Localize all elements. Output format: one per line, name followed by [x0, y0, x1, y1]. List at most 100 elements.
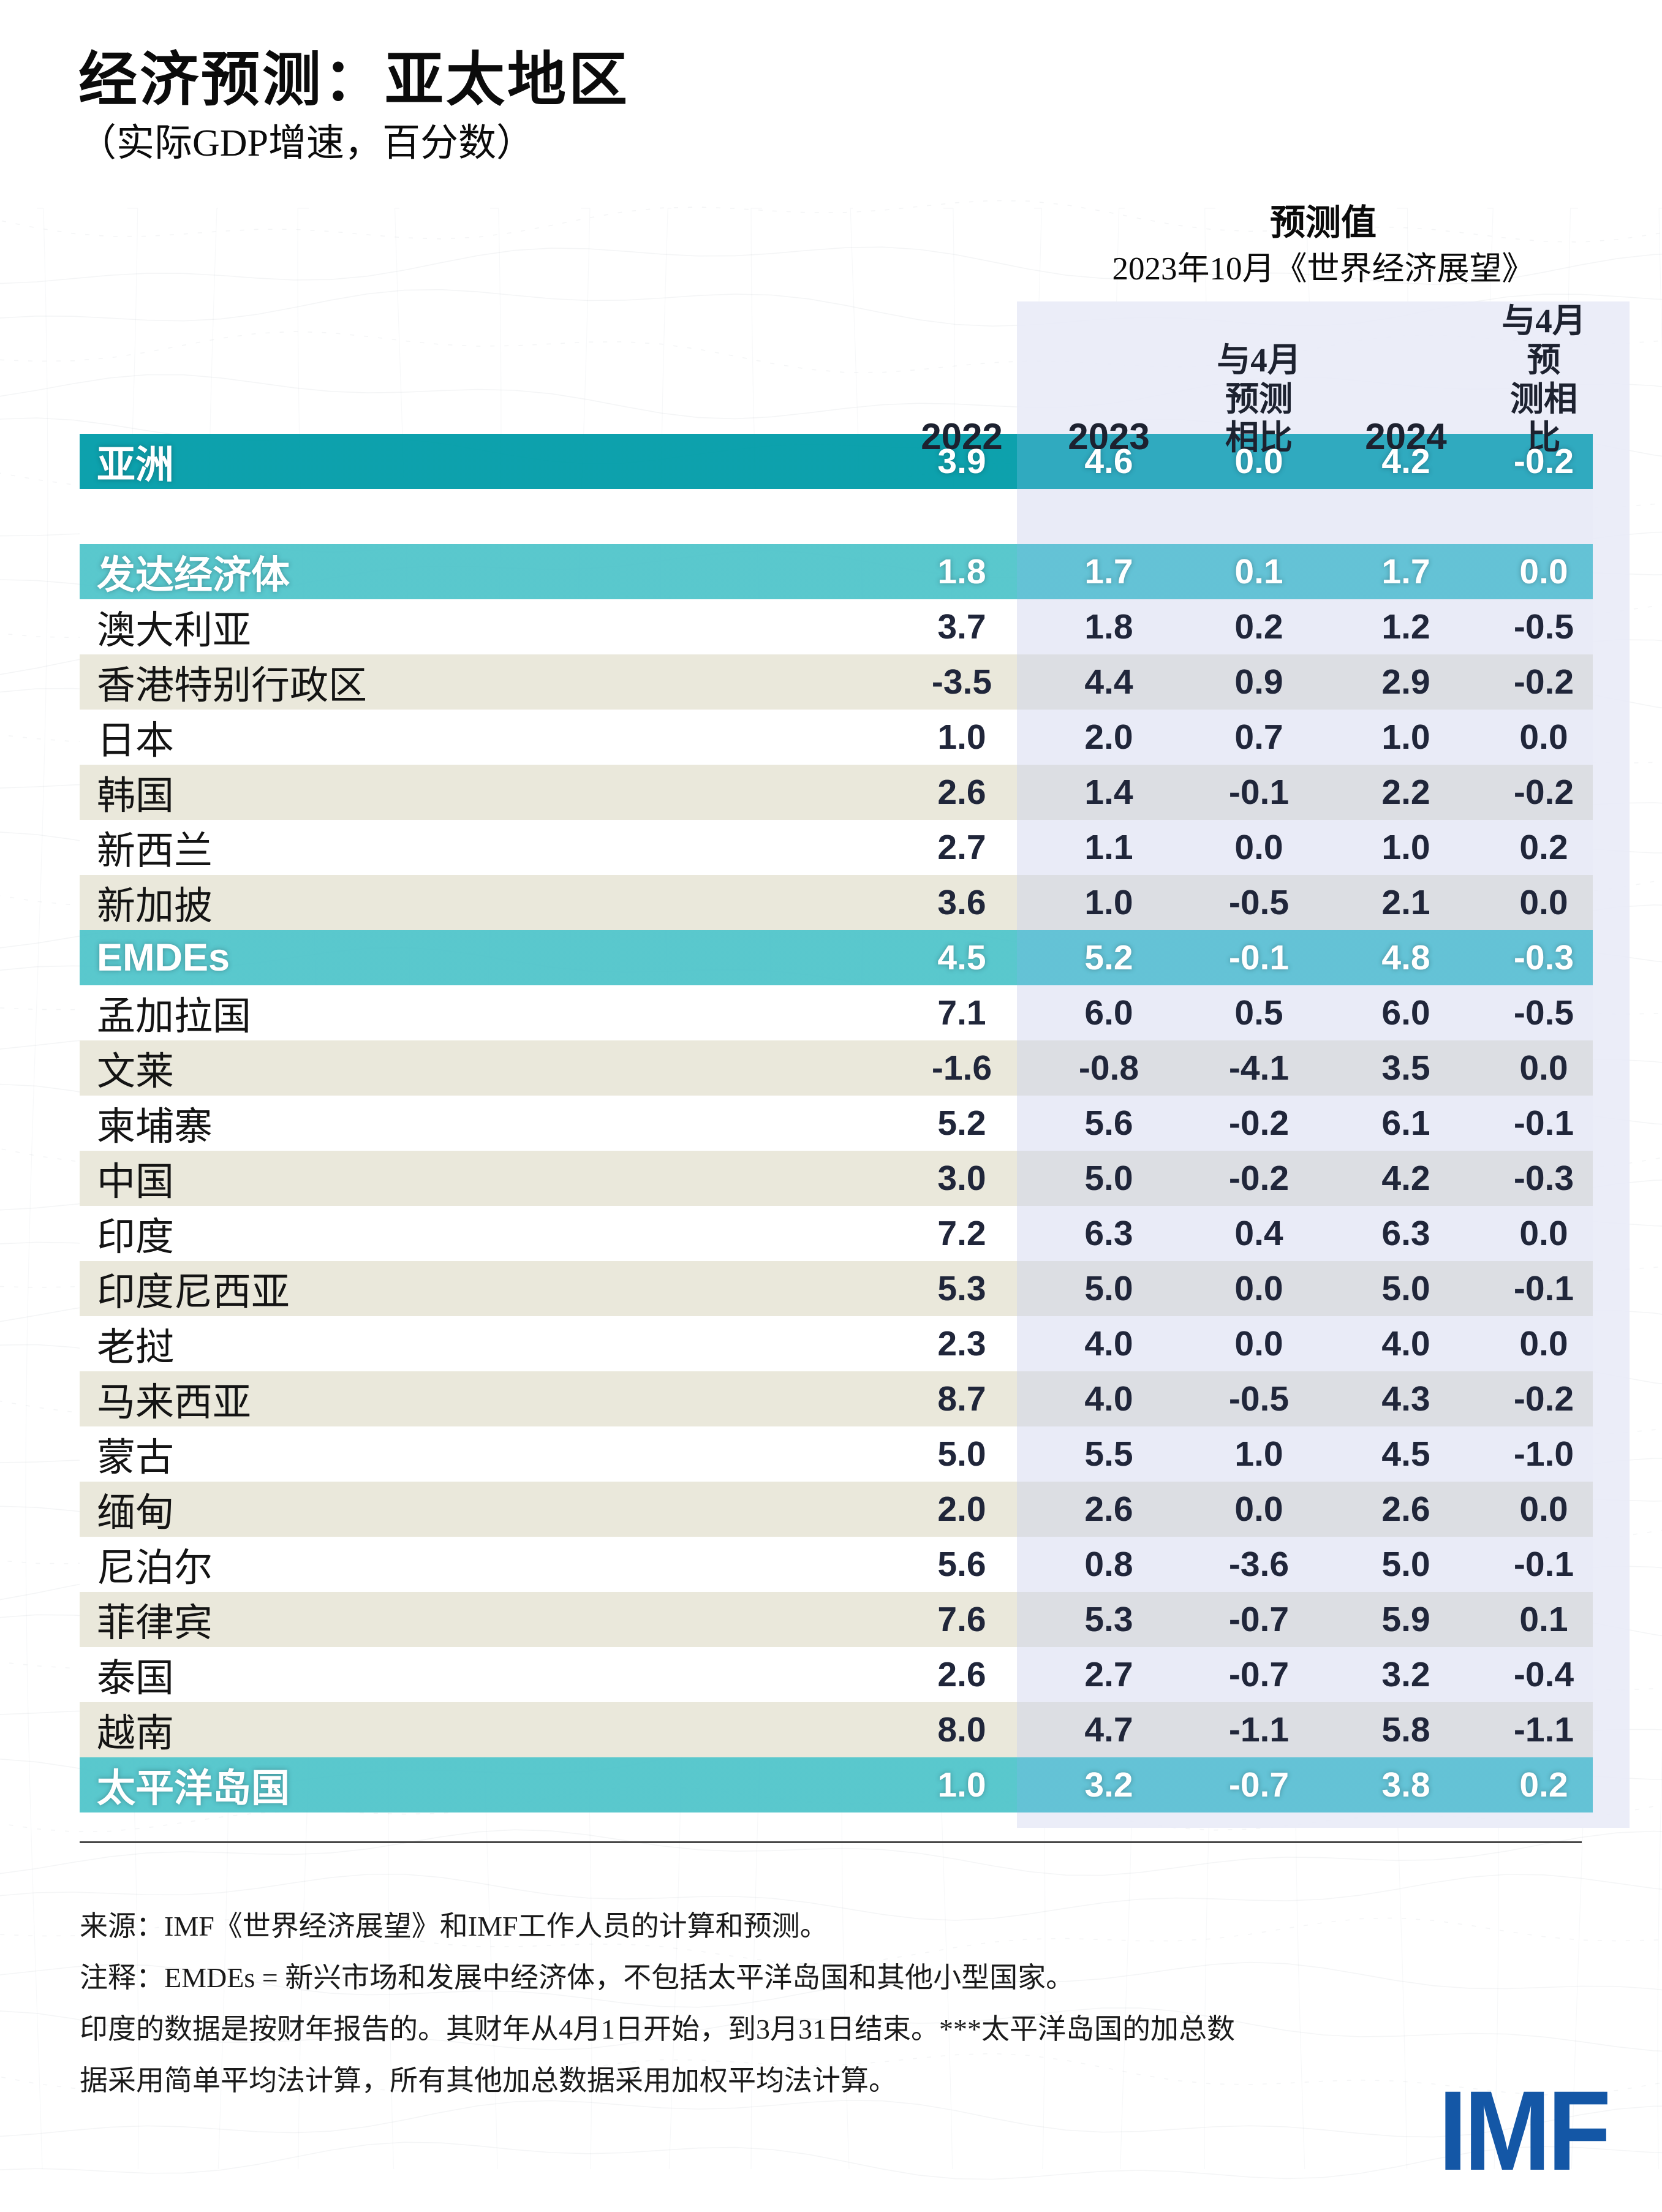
cell-2024: 3.8: [1381, 1765, 1430, 1805]
cell-vs-april-2023: -1.1: [1228, 1710, 1290, 1749]
row-label: 新西兰: [97, 829, 213, 873]
table-header: 2022 2023 与4月 预测 相比 2024 与4月预 测相比: [80, 301, 1593, 457]
cell-2023: 5.5: [1084, 1434, 1133, 1474]
cell-vs-april-2024: -0.2: [1513, 662, 1574, 702]
row-label: 文莱: [97, 1050, 174, 1093]
cell-2024: 4.2: [1381, 1159, 1430, 1198]
cell-2022: 1.0: [937, 718, 986, 757]
cell-vs-april-2023: 0.0: [1234, 828, 1283, 867]
table-row: 亚洲 3.9 4.6 0.0 4.2 -0.2: [80, 434, 1593, 489]
cell-2022: -3.5: [931, 662, 992, 702]
cell-2023: 1.8: [1084, 607, 1133, 646]
cell-2022: 3.0: [937, 1159, 986, 1198]
cell-vs-april-2023: 0.4: [1234, 1214, 1283, 1253]
imf-logo: IMF: [1438, 2068, 1611, 2194]
row-label: 越南: [97, 1711, 174, 1755]
row-label: 印度尼西亚: [97, 1270, 290, 1314]
cell-vs-april-2024: -0.2: [1513, 1379, 1574, 1418]
cell-2024: 6.0: [1381, 993, 1430, 1032]
table-row: 越南 8.0 4.7 -1.1 5.8 -1.1: [80, 1702, 1593, 1757]
row-label: 蒙古: [97, 1436, 174, 1479]
cell-2022: 7.2: [937, 1214, 986, 1253]
table-row: 香港特别行政区 -3.5 4.4 0.9 2.9 -0.2: [80, 654, 1593, 710]
cell-2023: 4.4: [1084, 662, 1133, 702]
row-label: 菲律宾: [97, 1601, 213, 1645]
row-label: 中国: [97, 1160, 174, 1203]
cell-vs-april-2023: 0.1: [1234, 552, 1283, 591]
cell-2024: 5.0: [1381, 1269, 1430, 1308]
cell-2023: 5.0: [1084, 1269, 1133, 1308]
cell-2022: 7.6: [937, 1600, 986, 1639]
column-header-vs-april-2024: 与4月预 测相比: [1501, 302, 1586, 457]
cell-vs-april-2024: -0.2: [1513, 773, 1574, 812]
cell-vs-april-2023: -0.2: [1228, 1159, 1290, 1198]
cell-vs-april-2024: 0.0: [1519, 1048, 1568, 1088]
cell-2022: 5.6: [937, 1545, 986, 1584]
cell-vs-april-2023: -0.7: [1228, 1765, 1290, 1805]
cell-2023: -0.8: [1078, 1048, 1139, 1088]
footer-note-line: 据采用简单平均法计算，所有其他加总数据采用加权平均法计算。: [80, 2065, 897, 2096]
cell-vs-april-2023: 0.7: [1234, 718, 1283, 757]
cell-2024: 2.1: [1381, 883, 1430, 922]
row-label: 缅甸: [97, 1491, 174, 1534]
cell-vs-april-2023: 0.5: [1234, 993, 1283, 1032]
table-row: 韩国 2.6 1.4 -0.1 2.2 -0.2: [80, 765, 1593, 820]
cell-2024: 4.8: [1381, 938, 1430, 977]
cell-2023: 4.0: [1084, 1379, 1133, 1418]
cell-vs-april-2024: -0.3: [1513, 938, 1574, 977]
cell-2022: 3.6: [937, 883, 986, 922]
cell-2022: 2.7: [937, 828, 986, 867]
forecast-table: 2022 2023 与4月 预测 相比 2024 与4月预 测相比 亚洲 3.9…: [80, 301, 1593, 1812]
cell-2023: 4.0: [1084, 1324, 1133, 1363]
table-row: 老挝 2.3 4.0 0.0 4.0 0.0: [80, 1316, 1593, 1371]
cell-2022: 1.8: [937, 552, 986, 591]
cell-2024: 6.3: [1381, 1214, 1430, 1253]
footer-divider: [80, 1841, 1582, 1843]
cell-2022: 3.7: [937, 607, 986, 646]
forecast-value-label: 预测值: [1269, 203, 1377, 243]
cell-2022: 3.9: [937, 442, 986, 481]
table-row: 文莱 -1.6 -0.8 -4.1 3.5 0.0: [80, 1040, 1593, 1096]
row-label: 太平洋岛国: [97, 1767, 290, 1810]
row-label: 孟加拉国: [97, 994, 251, 1038]
forecast-source-label: 2023年10月《世界经济展望》: [1112, 251, 1535, 287]
cell-vs-april-2023: 0.0: [1234, 442, 1283, 481]
cell-2023: 5.0: [1084, 1159, 1133, 1198]
cell-vs-april-2024: 0.0: [1519, 883, 1568, 922]
cell-vs-april-2023: -0.5: [1228, 1379, 1290, 1418]
cell-2024: 4.5: [1381, 1434, 1430, 1474]
cell-2024: 2.6: [1381, 1490, 1430, 1529]
table-row: 澳大利亚 3.7 1.8 0.2 1.2 -0.5: [80, 599, 1593, 654]
cell-vs-april-2023: -0.5: [1228, 883, 1290, 922]
table-row: 印度 7.2 6.3 0.4 6.3 0.0: [80, 1206, 1593, 1261]
footer-source-line: 来源：IMF《世界经济展望》和IMF工作人员的计算和预测。: [80, 1911, 828, 1942]
row-label: 柬埔寨: [97, 1105, 213, 1148]
table-row: 日本 1.0 2.0 0.7 1.0 0.0: [80, 710, 1593, 765]
row-label: 韩国: [97, 774, 174, 817]
cell-2024: 1.0: [1381, 828, 1430, 867]
cell-2024: 4.2: [1381, 442, 1430, 481]
row-label: 亚洲: [97, 443, 174, 487]
cell-2024: 6.1: [1381, 1104, 1430, 1143]
column-header-2022: 2022: [921, 415, 1003, 457]
cell-2023: 2.6: [1084, 1490, 1133, 1529]
cell-2024: 2.2: [1381, 773, 1430, 812]
cell-2022: 2.0: [937, 1490, 986, 1529]
cell-vs-april-2023: -0.7: [1228, 1600, 1290, 1639]
table-row: 柬埔寨 5.2 5.6 -0.2 6.1 -0.1: [80, 1096, 1593, 1151]
cell-vs-april-2024: -0.2: [1513, 442, 1574, 481]
row-label: 泰国: [97, 1656, 174, 1700]
cell-2023: 1.4: [1084, 773, 1133, 812]
cell-vs-april-2023: -0.7: [1228, 1655, 1290, 1694]
table-row: 缅甸 2.0 2.6 0.0 2.6 0.0: [80, 1482, 1593, 1537]
cell-2022: 4.5: [937, 938, 986, 977]
table-row: 发达经济体 1.8 1.7 0.1 1.7 0.0: [80, 544, 1593, 599]
table-row: 新西兰 2.7 1.1 0.0 1.0 0.2: [80, 820, 1593, 875]
cell-2022: 5.0: [937, 1434, 986, 1474]
cell-2023: 0.8: [1084, 1545, 1133, 1584]
cell-vs-april-2023: 0.0: [1234, 1269, 1283, 1308]
cell-2024: 5.0: [1381, 1545, 1430, 1584]
table-row: 印度尼西亚 5.3 5.0 0.0 5.0 -0.1: [80, 1261, 1593, 1316]
row-label: 发达经济体: [97, 553, 290, 597]
cell-2023: 2.0: [1084, 718, 1133, 757]
